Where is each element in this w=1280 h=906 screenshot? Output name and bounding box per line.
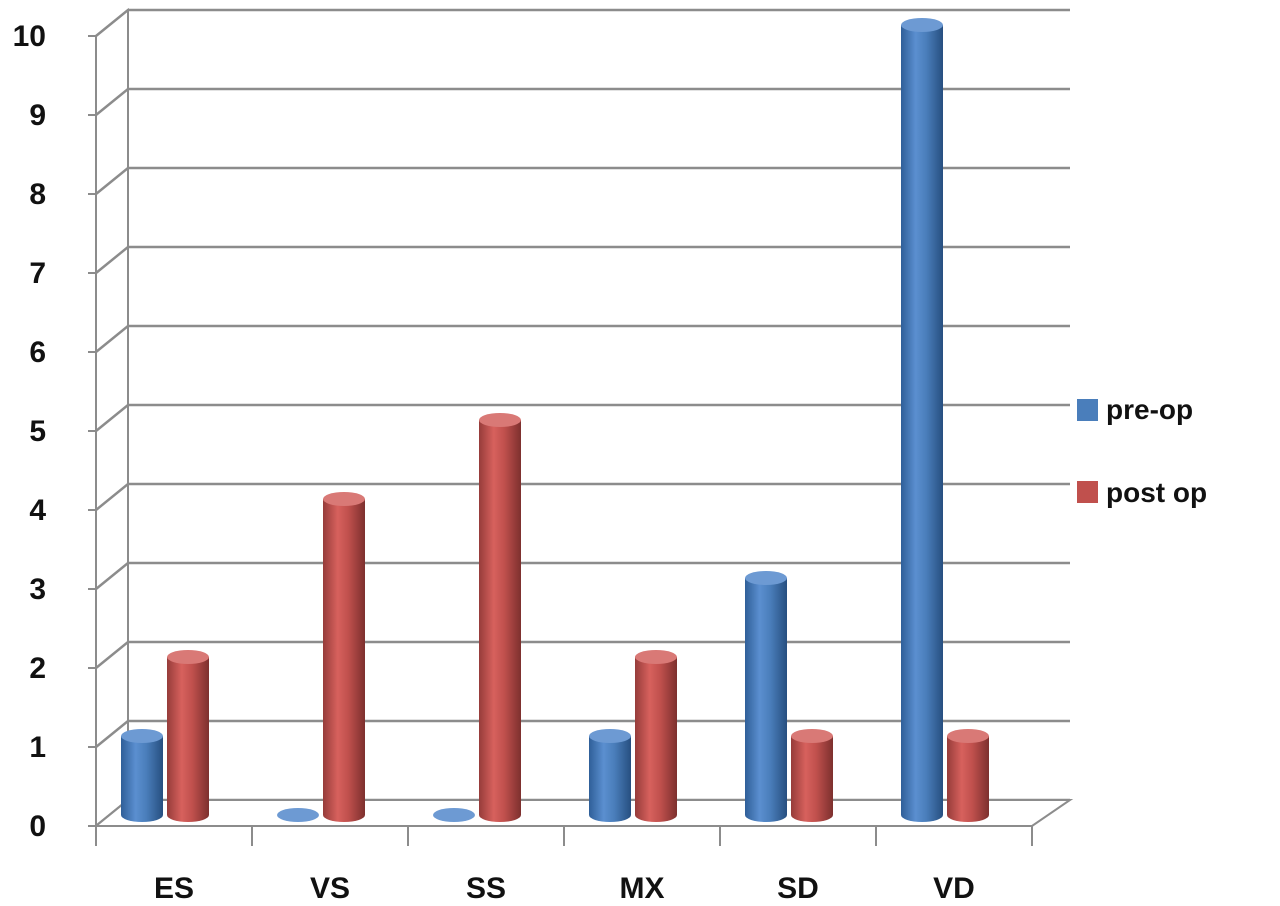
legend: pre-op post op [1077,394,1207,508]
x-axis: ES VS SS MX SD VD [95,825,1033,905]
bar-body [901,25,943,822]
bar-body [479,420,521,822]
x-tick-label: VS [310,872,350,905]
bar-body [121,736,163,822]
x-tick-label: SS [466,872,506,905]
bar-top [589,729,631,743]
gridline [95,166,1070,195]
bar-top [167,650,209,664]
bar-post-op-SS [479,413,521,822]
y-tick-label: 6 [29,336,46,369]
gridline [95,482,1070,511]
y-tick-label: 4 [29,494,46,527]
y-tick-label: 5 [29,415,46,448]
x-tick-label: MX [620,872,665,905]
bar-top [947,729,989,743]
bar-top [479,413,521,427]
bars [121,18,989,822]
gridline [95,245,1070,274]
bar-pre-op-SS [433,808,475,822]
bar-post-op-VS [323,492,365,822]
bar-post-op-ES [167,650,209,822]
bar-body [589,736,631,822]
bar-top [277,808,319,822]
x-tick-label: VD [933,872,975,905]
bar-top [121,729,163,743]
bar-body [745,578,787,822]
y-tick-label: 7 [29,257,46,290]
y-tick-label: 8 [29,178,46,211]
gridline [95,87,1070,116]
y-axis: 0 1 2 3 4 5 6 7 8 9 10 [13,20,97,843]
y-tick-label: 2 [29,652,46,685]
bar-top [901,18,943,32]
bar-body [947,736,989,822]
legend-label-post-op: post op [1106,477,1207,508]
gridline [95,324,1070,353]
bar-post-op-MX [635,650,677,822]
bar-pre-op-MX [589,729,631,822]
bar-pre-op-SD [745,571,787,822]
y-tick-label: 1 [29,731,46,764]
bar-pre-op-VS [277,808,319,822]
y-tick-label: 3 [29,573,46,606]
legend-swatch-post-op [1077,481,1098,503]
bar-top [791,729,833,743]
bar-top [323,492,365,506]
x-tick-label: ES [154,872,194,905]
bar-body [635,657,677,822]
bar-top [433,808,475,822]
gridline [95,8,1070,37]
gridline [95,561,1070,590]
bar-top [635,650,677,664]
bar-pre-op-VD [901,18,943,822]
bar-post-op-VD [947,729,989,822]
bar-body [791,736,833,822]
legend-label-pre-op: pre-op [1106,394,1193,425]
y-tick-label: 0 [29,810,46,843]
gridline [95,403,1070,432]
legend-swatch-pre-op [1077,399,1098,421]
bar-body [323,499,365,822]
bar-pre-op-ES [121,729,163,822]
x-tick-label: SD [777,872,819,905]
bar-top [745,571,787,585]
bar-body [167,657,209,822]
y-tick-label: 9 [29,99,46,132]
y-tick-label: 10 [13,20,46,53]
bar-post-op-SD [791,729,833,822]
